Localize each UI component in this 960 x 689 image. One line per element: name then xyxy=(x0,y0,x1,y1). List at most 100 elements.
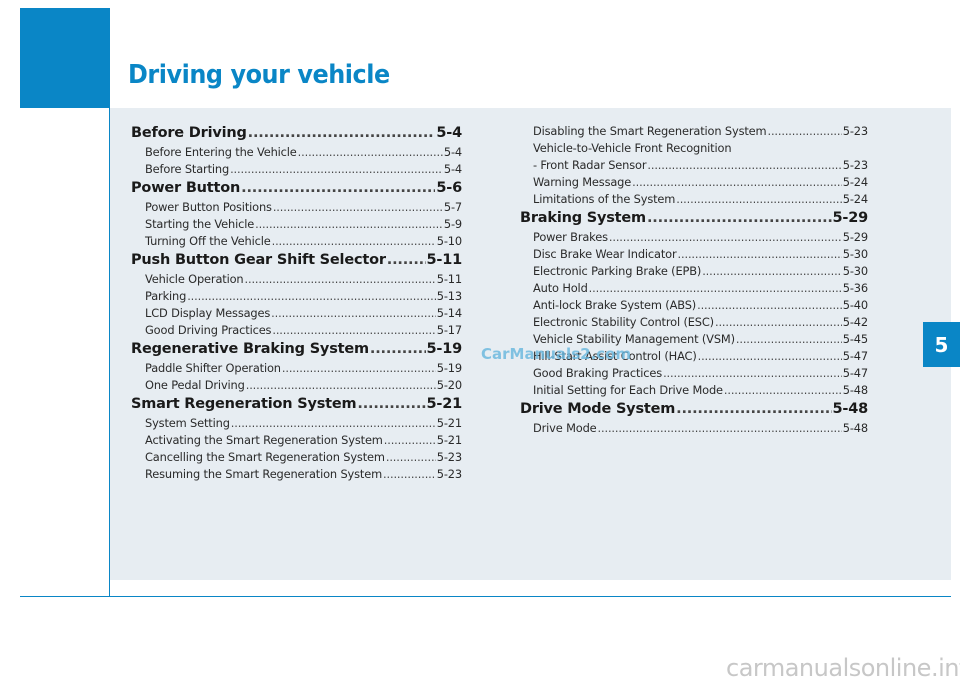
toc-leader-dots xyxy=(387,250,426,271)
toc-page-number: 5-17 xyxy=(436,323,462,337)
toc-subsection-entry[interactable]: Good Braking Practices 5-47 xyxy=(520,365,868,382)
toc-page-number: 5-19 xyxy=(426,341,463,357)
toc-entry-label: - Front Radar Sensor xyxy=(533,158,647,172)
toc-subsection-entry[interactable]: Before Starting 5-4 xyxy=(131,161,462,178)
toc-subsection-entry[interactable]: Starting the Vehicle 5-9 xyxy=(131,216,462,233)
toc-page-number: 5-4 xyxy=(436,125,462,141)
toc-subsection-entry[interactable]: Limitations of the System 5-24 xyxy=(520,191,868,208)
toc-subsection-entry[interactable]: Disc Brake Wear Indicator 5-30 xyxy=(520,246,868,263)
toc-subsection-entry[interactable]: Paddle Shifter Operation 5-19 xyxy=(131,360,462,377)
toc-entry-label: Turning Off the Vehicle xyxy=(145,234,271,248)
toc-subsection-entry[interactable]: Vehicle Operation 5-11 xyxy=(131,271,462,288)
toc-subsection-entry[interactable]: Anti-lock Brake System (ABS) 5-40 xyxy=(520,297,868,314)
toc-subsection-entry[interactable]: Resuming the Smart Regeneration System 5-… xyxy=(131,466,462,483)
toc-leader-dots xyxy=(676,399,831,420)
chapter-number: 5 xyxy=(934,332,949,357)
toc-leader-dots xyxy=(248,123,436,144)
toc-page-number: 5-10 xyxy=(436,234,462,248)
toc-entry-label: Disabling the Smart Regeneration System xyxy=(533,124,767,138)
toc-page-number: 5-24 xyxy=(842,192,868,206)
toc-page-number: 5-13 xyxy=(436,289,462,303)
toc-subsection-entry[interactable]: System Setting 5-21 xyxy=(131,415,462,432)
toc-entry-label: Power Button xyxy=(131,180,241,196)
toc-page-number: 5-23 xyxy=(842,158,868,172)
toc-subsection-entry[interactable]: Parking 5-13 xyxy=(131,288,462,305)
toc-page-number: 5-24 xyxy=(842,175,868,189)
footer-url[interactable]: carmanualsonline.info xyxy=(726,654,960,682)
toc-leader-dots xyxy=(273,199,443,216)
toc-page-number: 5-36 xyxy=(842,281,868,295)
toc-leader-dots xyxy=(697,297,842,314)
toc-page-number: 5-47 xyxy=(842,349,868,363)
toc-section-entry[interactable]: Push Button Gear Shift Selector 5-11 xyxy=(131,250,462,271)
toc-leader-dots xyxy=(370,339,426,360)
toc-entry-label: Anti-lock Brake System (ABS) xyxy=(533,298,697,312)
toc-subsection-entry[interactable]: Cancelling the Smart Regeneration System… xyxy=(131,449,462,466)
toc-entry-label: Push Button Gear Shift Selector xyxy=(131,252,386,268)
toc-section-entry[interactable]: Drive Mode System 5-48 xyxy=(520,399,868,420)
toc-leader-dots xyxy=(632,174,842,191)
toc-entry-label: Braking System xyxy=(520,210,646,226)
toc-subsection-entry[interactable]: Auto Hold 5-36 xyxy=(520,280,868,297)
toc-subsection-entry[interactable]: Turning Off the Vehicle 5-10 xyxy=(131,233,462,250)
toc-subsection-entry[interactable]: One Pedal Driving 5-20 xyxy=(131,377,462,394)
toc-subsection-entry[interactable]: Disabling the Smart Regeneration System 5… xyxy=(520,123,868,140)
toc-leader-dots xyxy=(241,178,435,199)
toc-entry-label: Activating the Smart Regeneration System xyxy=(145,433,383,447)
toc-entry-label: Initial Setting for Each Drive Mode xyxy=(533,383,723,397)
toc-subsection-entry[interactable]: Power Button Positions 5-7 xyxy=(131,199,462,216)
toc-page-number: 5-7 xyxy=(443,200,462,214)
toc-leader-dots xyxy=(715,314,842,331)
toc-entry-label: Vehicle-to-Vehicle Front Recognition xyxy=(533,141,732,155)
page-title: Driving your vehicle xyxy=(128,60,390,90)
toc-subsection-entry[interactable]: Electronic Stability Control (ESC) 5-42 xyxy=(520,314,868,331)
toc-subsection-entry[interactable]: Initial Setting for Each Drive Mode 5-48 xyxy=(520,382,868,399)
toc-section-entry[interactable]: Regenerative Braking System 5-19 xyxy=(131,339,462,360)
toc-page-number: 5-20 xyxy=(436,378,462,392)
toc-column-left: Before Driving 5-4 Before Entering the Veh… xyxy=(131,123,462,483)
header-accent-block xyxy=(20,8,110,108)
toc-entry-label: Good Braking Practices xyxy=(533,366,663,380)
toc-page-number: 5-29 xyxy=(842,230,868,244)
toc-subsection-entry[interactable]: - Front Radar Sensor 5-23 xyxy=(520,157,868,174)
toc-entry-label: Disc Brake Wear Indicator xyxy=(533,247,677,261)
toc-subsection-entry[interactable]: Good Driving Practices 5-17 xyxy=(131,322,462,339)
toc-subsection-entry[interactable]: Electronic Parking Brake (EPB) 5-30 xyxy=(520,263,868,280)
toc-entry-label: Starting the Vehicle xyxy=(145,217,255,231)
toc-entry-label: Before Driving xyxy=(131,125,247,141)
toc-page-number: 5-47 xyxy=(842,366,868,380)
toc-entry-label: Smart Regeneration System xyxy=(131,396,357,412)
toc-leader-dots xyxy=(678,246,842,263)
toc-section-entry[interactable]: Smart Regeneration System 5-21 xyxy=(131,394,462,415)
toc-subsection-entry[interactable]: Warning Message 5-24 xyxy=(520,174,868,191)
toc-entry-label: Power Button Positions xyxy=(145,200,272,214)
toc-entry-label: Hill-Start Assist Control (HAC) xyxy=(533,349,697,363)
toc-entry-label: Before Entering the Vehicle xyxy=(145,145,297,159)
toc-leader-dots xyxy=(271,305,436,322)
toc-page-number: 5-42 xyxy=(842,315,868,329)
chapter-tab[interactable]: 5 xyxy=(923,322,960,367)
toc-subsection-entry[interactable]: Vehicle Stability Management (VSM) 5-45 xyxy=(520,331,868,348)
toc-page-number: 5-29 xyxy=(832,210,869,226)
toc-subsection-entry[interactable]: Activating the Smart Regeneration System… xyxy=(131,432,462,449)
toc-leader-dots xyxy=(230,161,443,178)
toc-entry-label: Resuming the Smart Regeneration System xyxy=(145,467,383,481)
toc-leader-dots xyxy=(647,208,832,229)
toc-section-entry[interactable]: Power Button 5-6 xyxy=(131,178,462,199)
toc-subsection-entry[interactable]: Power Brakes 5-29 xyxy=(520,229,868,246)
toc-leader-dots xyxy=(702,263,842,280)
toc-leader-dots xyxy=(245,271,436,288)
toc-subsection-entry[interactable]: Before Entering the Vehicle 5-4 xyxy=(131,144,462,161)
toc-section-entry[interactable]: Before Driving 5-4 xyxy=(131,123,462,144)
toc-page-number: 5-48 xyxy=(842,383,868,397)
toc-subsection-entry[interactable]: LCD Display Messages 5-14 xyxy=(131,305,462,322)
toc-subsection-entry[interactable]: Hill-Start Assist Control (HAC) 5-47 xyxy=(520,348,868,365)
toc-section-entry[interactable]: Braking System 5-29 xyxy=(520,208,868,229)
toc-entry-label: Limitations of the System xyxy=(533,192,676,206)
toc-entry-label: Good Driving Practices xyxy=(145,323,272,337)
toc-subsection-entry[interactable]: Vehicle-to-Vehicle Front Recognition xyxy=(520,140,868,157)
toc-subsection-entry[interactable]: Drive Mode 5-48 xyxy=(520,420,868,437)
toc-entry-label: LCD Display Messages xyxy=(145,306,271,320)
toc-entry-label: Power Brakes xyxy=(533,230,608,244)
toc-leader-dots xyxy=(187,288,436,305)
